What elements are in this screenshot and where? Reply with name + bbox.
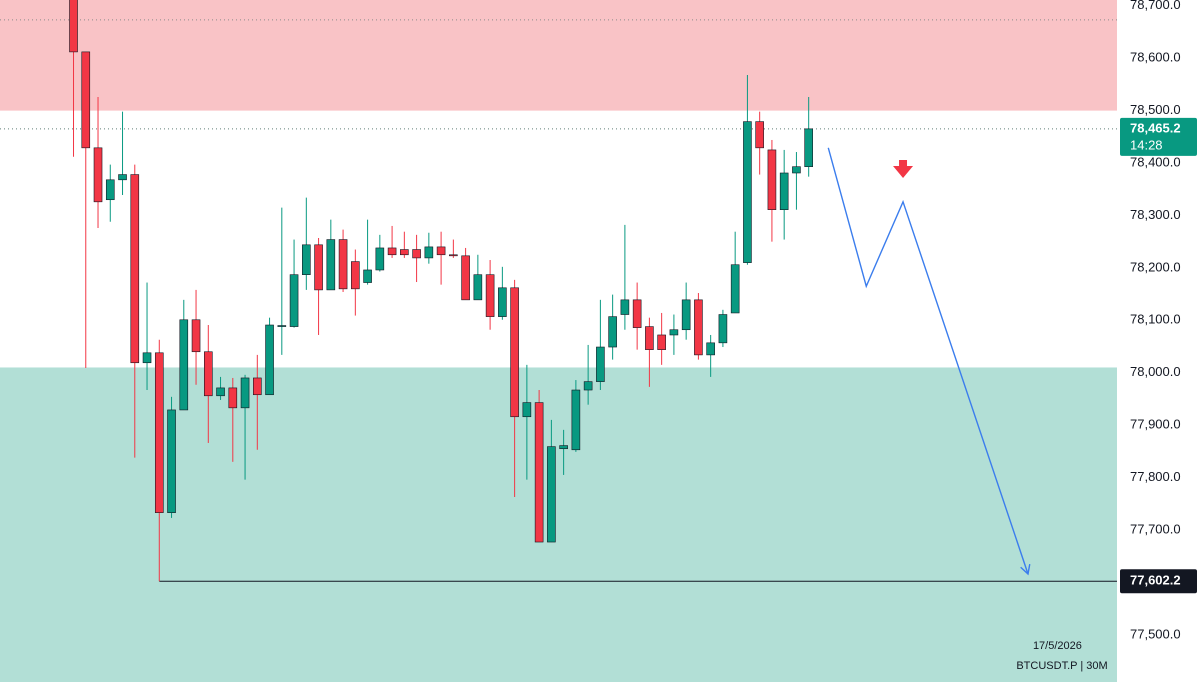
last-price-box — [1120, 117, 1197, 156]
signal-arrow — [893, 159, 914, 178]
candle-body — [706, 342, 715, 356]
y-tick-label: 77,900.0 — [1130, 417, 1181, 432]
price-axis — [1117, 0, 1200, 682]
candle-body — [289, 274, 299, 327]
y-tick-label: 78,500.0 — [1130, 102, 1181, 117]
candle-body — [743, 121, 752, 263]
y-tick-label: 78,200.0 — [1130, 259, 1181, 274]
candle-body — [681, 299, 691, 331]
candle-body — [142, 352, 152, 364]
candle-body — [571, 389, 581, 451]
y-tick-label: 78,400.0 — [1130, 154, 1181, 169]
last-price-label: 78,465.2 — [1130, 120, 1181, 135]
candle-body — [191, 319, 201, 353]
candle-body — [583, 381, 593, 391]
projection-path — [827, 147, 1029, 575]
y-tick-label: 78,700.0 — [1130, 0, 1181, 12]
candle-body — [253, 377, 262, 396]
candle-body — [804, 128, 813, 167]
candle-body — [93, 147, 103, 203]
candle-body — [81, 51, 91, 149]
candle-body — [179, 319, 189, 411]
y-tick-label: 77,700.0 — [1130, 521, 1181, 536]
candle-body — [118, 174, 127, 181]
y-tick-label: 78,000.0 — [1130, 364, 1181, 379]
candle-body — [694, 299, 703, 356]
candle-body — [375, 247, 385, 271]
candle-body — [314, 244, 323, 291]
candle-body — [265, 324, 274, 396]
candle-body — [767, 149, 777, 210]
candle-body — [792, 166, 801, 174]
y-tick-label: 78,100.0 — [1130, 312, 1181, 327]
candle-body — [449, 254, 458, 257]
y-tick-label: 78,600.0 — [1130, 50, 1181, 65]
candle-body — [730, 264, 740, 314]
candle-body — [387, 247, 397, 256]
candle-body — [608, 316, 617, 348]
support-label: 77,602.2 — [1130, 573, 1181, 588]
candle-body — [755, 121, 764, 149]
candle-body — [498, 287, 507, 317]
candle-body — [620, 299, 630, 315]
candle-body — [154, 352, 164, 513]
candle-body — [105, 179, 115, 201]
candle-body — [400, 249, 409, 256]
zone — [0, 367, 1117, 682]
candle-body — [351, 261, 360, 290]
candle-body — [485, 274, 495, 317]
y-tick-label: 77,500.0 — [1130, 626, 1181, 641]
candle-body — [240, 377, 250, 409]
candle-body — [338, 239, 348, 290]
candle-body — [363, 269, 372, 283]
support-box — [1120, 569, 1197, 594]
candle-body — [326, 239, 336, 291]
candle-body — [534, 402, 544, 543]
zone — [0, 0, 1117, 111]
candle-body — [130, 174, 140, 364]
y-tick-label: 77,800.0 — [1130, 469, 1181, 484]
candle-body — [216, 387, 225, 397]
candle-body — [424, 246, 434, 259]
candle-body — [547, 446, 556, 543]
y-tick-label: 78,300.0 — [1130, 207, 1181, 222]
candle-body — [559, 445, 568, 450]
candle-body — [632, 299, 642, 328]
candle-body — [779, 172, 789, 210]
candle-body — [228, 387, 238, 409]
projection-arrowhead — [1020, 564, 1031, 576]
candle-body — [436, 246, 446, 256]
symbol-label: BTCUSDT.P | 30M — [1016, 660, 1107, 672]
candle-body — [657, 334, 666, 350]
candle-body — [302, 244, 311, 275]
candle-body — [522, 402, 532, 418]
candle-body — [473, 274, 483, 301]
candle-body — [510, 287, 519, 418]
time-label: 17/5/2026 — [1033, 640, 1082, 652]
candle-body — [718, 314, 728, 344]
price-axis-labels: 77,500.077,600.077,700.077,800.077,900.0… — [1120, 0, 1197, 641]
countdown-label: 14:28 — [1130, 137, 1163, 152]
candle-body — [167, 409, 176, 513]
candle-body — [277, 325, 287, 327]
plot-area — [0, 0, 1117, 682]
candle-body — [645, 326, 654, 350]
candle-body — [69, 0, 78, 53]
candle-body — [596, 346, 605, 382]
candle-body — [461, 255, 470, 301]
candle-body — [203, 351, 213, 397]
candle-body — [669, 329, 679, 336]
candle-body — [412, 249, 421, 259]
